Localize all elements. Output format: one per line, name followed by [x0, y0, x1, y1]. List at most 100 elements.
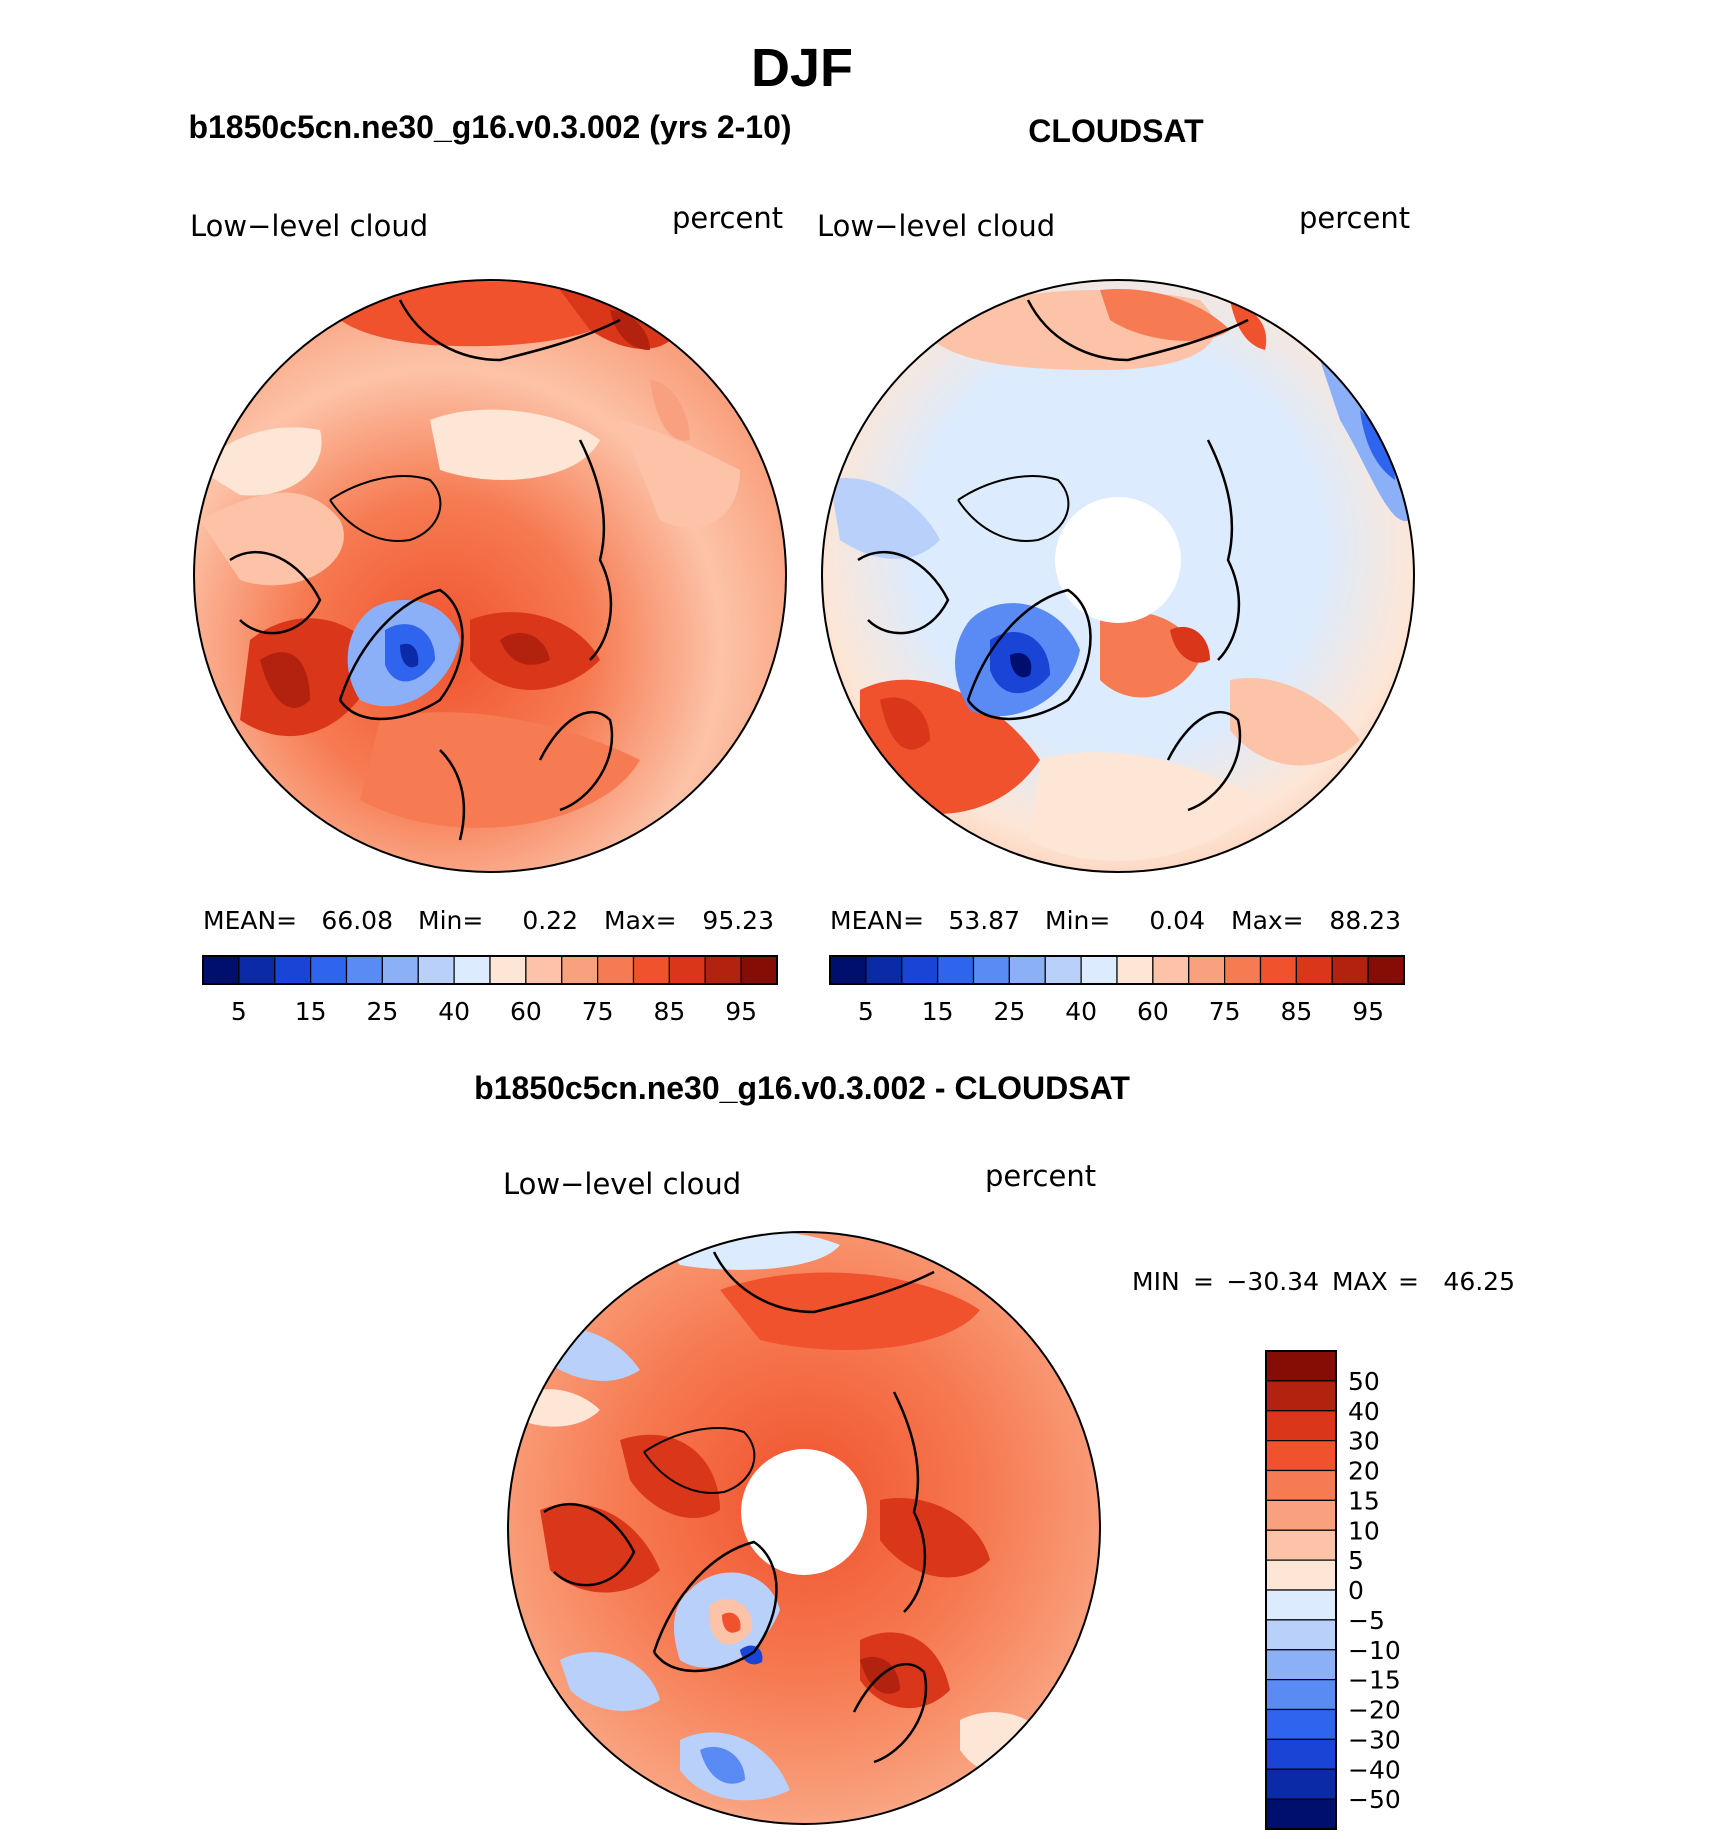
colorbar-3-tick-label: −20: [1348, 1696, 1401, 1725]
panel-2-title: CLOUDSAT: [1028, 113, 1204, 149]
colorbar-2-cell: [1044, 955, 1082, 985]
colorbar-3-tick-label: 30: [1348, 1427, 1380, 1456]
colorbar-2-cell: [1331, 955, 1369, 985]
colorbar-1-cell: [381, 955, 419, 985]
colorbar-3-cell: [1265, 1440, 1337, 1472]
colorbar-1-tick-label: 25: [366, 997, 398, 1026]
colorbar-1-cell: [238, 955, 276, 985]
panel-3-eq-2: =: [1398, 1267, 1419, 1296]
colorbar-3-tick-label: −40: [1348, 1755, 1401, 1784]
colorbar-2-frame: [829, 955, 1405, 985]
colorbar-2-tick-label: 25: [993, 997, 1025, 1026]
panel-3-stats: MIN = −30.34 MAX = 46.25: [1132, 1267, 1515, 1296]
colorbar-3-cell: [1265, 1798, 1337, 1830]
colorbar-3-cell: [1265, 1649, 1337, 1681]
colorbar-2-cell: [972, 955, 1010, 985]
panel-3-title: b1850c5cn.ne30_g16.v0.3.002 - CLOUDSAT: [474, 1070, 1130, 1106]
colorbar-2-tick-label: 95: [1352, 997, 1384, 1026]
colorbar-3-cell: [1265, 1350, 1337, 1382]
panel-1-mean-label: MEAN=: [203, 906, 297, 935]
panel-1-variable-label: Low−level cloud: [190, 209, 428, 243]
colorbar-1-cell: [704, 955, 742, 985]
panel-1-max-label: Max=: [604, 906, 677, 935]
colorbar-3-cell: [1265, 1469, 1337, 1501]
panel-2-variable-label: Low−level cloud: [817, 209, 1055, 243]
panel-3-max-value: 46.25: [1443, 1267, 1515, 1296]
colorbar-1-cell: [561, 955, 599, 985]
panel-1-stats: MEAN= 66.08 Min= 0.22 Max= 95.23: [203, 906, 774, 935]
colorbar-2-tick-label: 75: [1209, 997, 1241, 1026]
colorbar-1-frame: [202, 955, 778, 985]
colorbar-2-cell: [1295, 955, 1333, 985]
colorbar-2-cell: [1008, 955, 1046, 985]
colorbar-1-cell: [417, 955, 455, 985]
colorbar-3-cell: [1265, 1619, 1337, 1651]
panel-3-units-label: percent: [985, 1159, 1096, 1193]
colorbar-2-cell: [829, 955, 867, 985]
map-panel-2: [821, 279, 1415, 873]
colorbar-3-tick-label: 0: [1348, 1576, 1364, 1605]
panel-2-stats: MEAN= 53.87 Min= 0.04 Max= 88.23: [830, 906, 1401, 935]
panel-1-mean-value: 66.08: [321, 906, 393, 935]
panel-2-mean-value: 53.87: [948, 906, 1020, 935]
colorbar-1-cell: [345, 955, 383, 985]
colorbar-2-cell: [1080, 955, 1118, 985]
colorbar-3-tick-label: −15: [1348, 1666, 1401, 1695]
panel-2-units-label: percent: [1299, 201, 1410, 235]
map-2-field: [822, 280, 1414, 872]
panel-1-units-label: percent: [672, 201, 783, 235]
figure-title: DJF: [751, 38, 853, 98]
colorbar-3-cell: [1265, 1738, 1337, 1770]
colorbar-2-cell: [901, 955, 939, 985]
colorbar-3-tick-label: −10: [1348, 1636, 1401, 1665]
colorbar-3-cell: [1265, 1380, 1337, 1412]
panel-3-min-value: −30.34: [1226, 1267, 1319, 1296]
panel-2-mean-label: MEAN=: [830, 906, 924, 935]
colorbar-3-tick-label: 10: [1348, 1516, 1380, 1545]
colorbar-1-cell: [489, 955, 527, 985]
panel-1-min-value: 0.22: [522, 906, 578, 935]
panel-3-variable-label: Low−level cloud: [503, 1167, 741, 1201]
colorbar-2-cell: [1224, 955, 1262, 985]
colorbar-1-cell: [597, 955, 635, 985]
colorbar-3-tick-label: −50: [1348, 1785, 1401, 1814]
colorbar-3-tick-label: 40: [1348, 1397, 1380, 1426]
colorbar-2-tick-label: 60: [1137, 997, 1169, 1026]
colorbar-2-tick-label: 15: [922, 997, 954, 1026]
panel-2-min-value: 0.04: [1149, 906, 1205, 935]
colorbar-1-tick-label: 85: [653, 997, 685, 1026]
colorbar-1-tick-label: 60: [510, 997, 542, 1026]
panel-2-max-label: Max=: [1231, 906, 1304, 935]
colorbar-2-cell: [1152, 955, 1190, 985]
panel-2-min-label: Min=: [1045, 906, 1110, 935]
colorbar-3-tick-label: 15: [1348, 1486, 1380, 1515]
panel-3-eq-1: =: [1193, 1267, 1214, 1296]
colorbar-3-tick-label: 20: [1348, 1457, 1380, 1486]
colorbar-3-cell: [1265, 1679, 1337, 1711]
panel-3-max-label: MAX: [1332, 1267, 1388, 1296]
panel-1-title: b1850c5cn.ne30_g16.v0.3.002 (yrs 2-10): [188, 109, 791, 145]
colorbar-1-tick-label: 75: [582, 997, 614, 1026]
colorbar-3-frame: [1265, 1350, 1337, 1830]
colorbar-1: 5 15 25 40 60 75 85 95: [202, 955, 778, 1026]
map-panel-1: [193, 279, 787, 873]
colorbar-1-cell: [274, 955, 312, 985]
colorbar-1-tick-label: 5: [231, 997, 247, 1026]
colorbar-1-cell: [740, 955, 778, 985]
colorbar-2-tick-label: 40: [1065, 997, 1097, 1026]
colorbar-3-cell: [1265, 1589, 1337, 1621]
colorbar-2: 5 15 25 40 60 75 85 95: [829, 955, 1405, 1026]
panel-3-min-label: MIN: [1132, 1267, 1180, 1296]
colorbar-3-cell: [1265, 1410, 1337, 1442]
map-panel-3: [507, 1231, 1101, 1825]
colorbar-2-cell: [937, 955, 975, 985]
colorbar-3-cell: [1265, 1529, 1337, 1561]
colorbar-3-tick-label: 5: [1348, 1546, 1364, 1575]
map-1-field: [194, 280, 786, 872]
colorbar-2-cell: [1188, 955, 1226, 985]
colorbar-2-tick-label: 5: [858, 997, 874, 1026]
colorbar-1-cell: [310, 955, 348, 985]
colorbar-1-cell: [668, 955, 706, 985]
